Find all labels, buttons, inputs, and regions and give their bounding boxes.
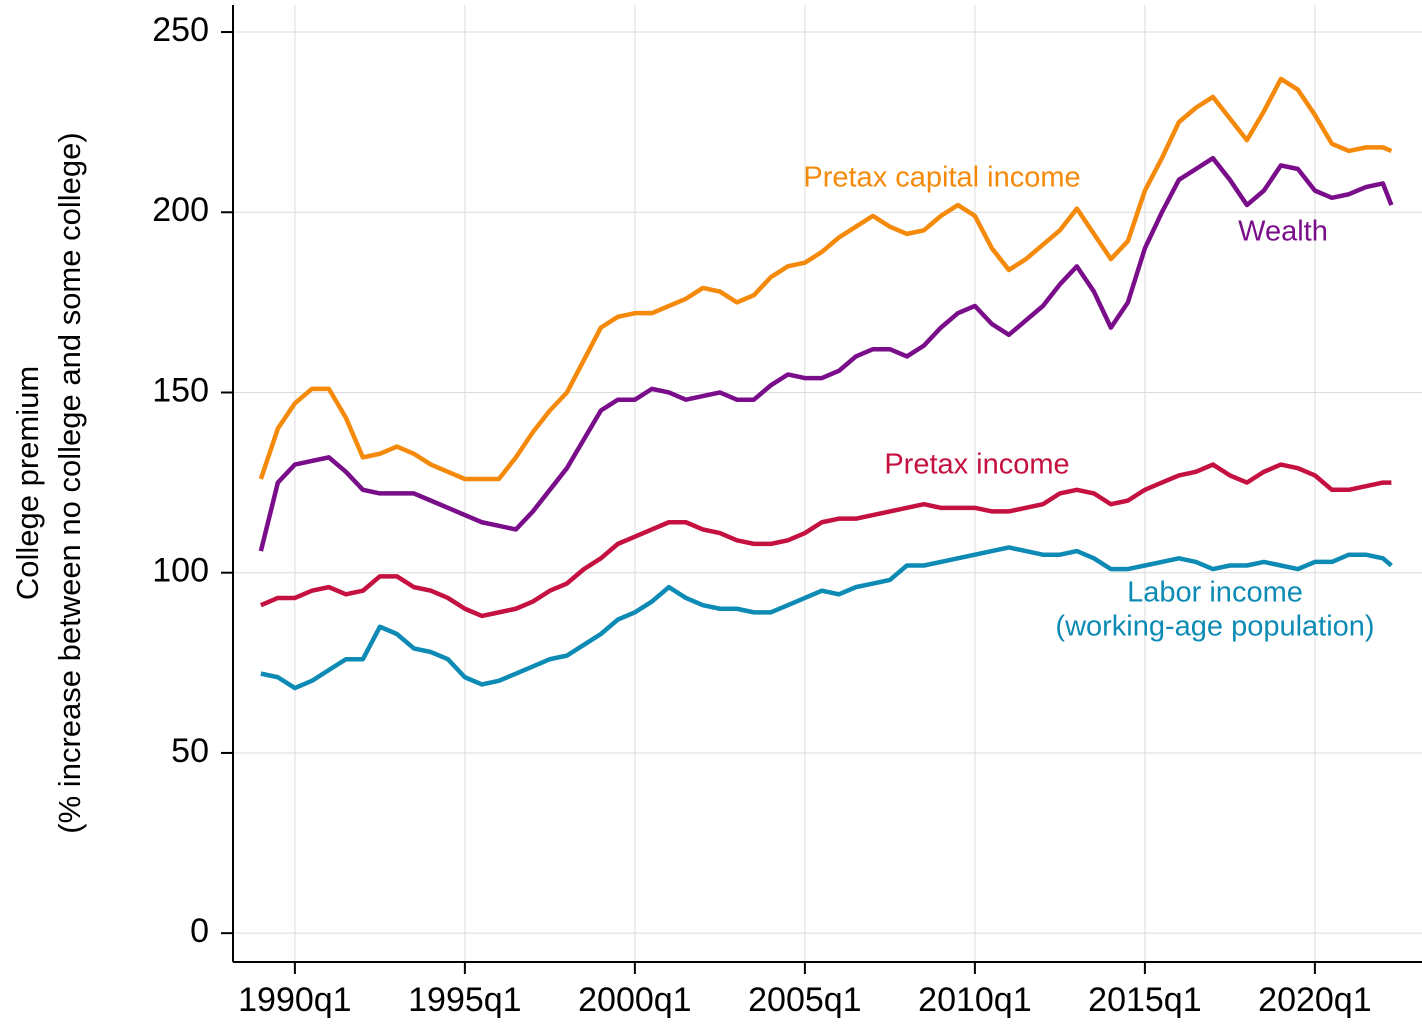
series-line bbox=[260, 545, 1393, 691]
y-tick-label: 200 bbox=[152, 191, 209, 229]
series-line bbox=[260, 462, 1392, 619]
series-label: (working-age population) bbox=[1055, 611, 1374, 643]
y-tick-label: 50 bbox=[171, 732, 209, 770]
x-tick-label: 2005q1 bbox=[748, 981, 861, 1019]
series-label: Wealth bbox=[1238, 216, 1328, 248]
y-tick-label: 150 bbox=[152, 371, 209, 409]
y-tick-label: 250 bbox=[152, 11, 209, 49]
series-label: Labor income bbox=[1127, 577, 1303, 609]
x-tick-label: 2020q1 bbox=[1258, 981, 1371, 1019]
x-tick-label: 2000q1 bbox=[578, 981, 691, 1019]
x-tick-label: 1995q1 bbox=[408, 981, 521, 1019]
series-line bbox=[258, 76, 1393, 482]
x-tick-label: 2010q1 bbox=[918, 981, 1031, 1019]
x-tick-label: 1990q1 bbox=[238, 981, 351, 1019]
y-axis-label: (% increase between no college and some … bbox=[52, 132, 87, 833]
series-label: Pretax income bbox=[884, 449, 1069, 481]
series-line bbox=[258, 155, 1394, 552]
x-tick-label: 2015q1 bbox=[1088, 981, 1201, 1019]
y-tick-label: 0 bbox=[190, 912, 209, 950]
y-tick-label: 100 bbox=[152, 552, 209, 590]
y-axis-label: College premium bbox=[10, 366, 45, 600]
series-label: Pretax capital income bbox=[803, 162, 1080, 194]
